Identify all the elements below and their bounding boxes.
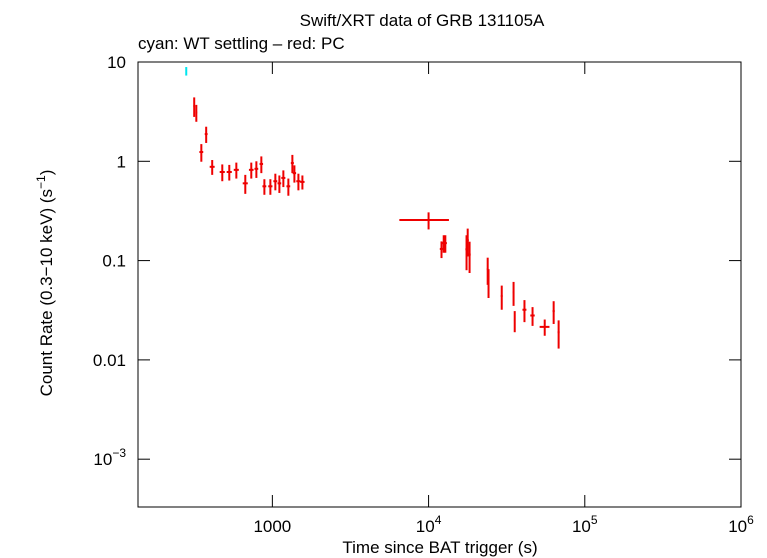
y-tick-label-exp: −3 [112, 446, 126, 460]
x-tick-label: 104 [416, 513, 442, 536]
y-axis-label: Count Rate (0.3−10 keV) (s−1) [34, 170, 56, 397]
y-tick-label: 10 [107, 53, 126, 72]
x-tick-label: 1000 [253, 517, 291, 536]
plot-frame [137, 61, 742, 508]
x-tick-label: 105 [572, 513, 598, 536]
x-tick-label-base: 10 [416, 517, 435, 536]
chart-subtitle: cyan: WT settling – red: PC [138, 34, 345, 53]
y-tick-label: 10−3 [93, 446, 126, 469]
y-tick-label: 0.1 [102, 252, 126, 271]
y-axis-label-text: Count Rate (0.3−10 keV) (s [37, 189, 56, 396]
x-tick-label-base: 10 [572, 517, 591, 536]
x-tick-label-exp: 5 [591, 513, 598, 527]
y-tick-label-base: 10 [93, 450, 112, 469]
y-tick-label: 1 [117, 152, 126, 171]
y-axis-label-sup: −1 [34, 175, 48, 189]
x-axis-label: Time since BAT trigger (s) [342, 538, 537, 557]
x-tick-label-exp: 4 [435, 513, 442, 527]
x-tick-label-base: 10 [728, 517, 747, 536]
y-axis-label-end: ) [37, 170, 56, 176]
x-tick-label-exp: 6 [747, 513, 754, 527]
chart-title: Swift/XRT data of GRB 131105A [300, 11, 545, 30]
y-tick-label: 0.01 [93, 351, 126, 370]
x-tick-label: 106 [728, 513, 754, 536]
